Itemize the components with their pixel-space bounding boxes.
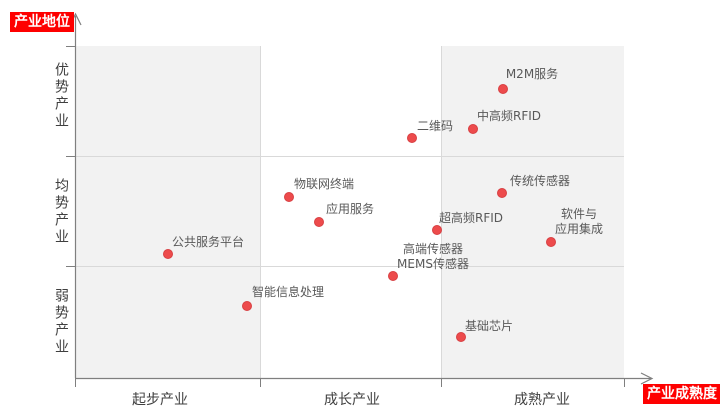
column-shade-start [76,46,260,378]
data-point-dot [456,332,466,342]
data-point-label: M2M服务 [505,67,559,81]
data-point-label: 物联网终端 [293,177,355,191]
data-point-label: 智能信息处理 [251,285,325,299]
data-point-label: 软件与 应用集成 [554,207,604,236]
data-point-dot [432,225,442,235]
y-axis-title-badge: 产业地位 [10,12,74,32]
data-point-dot [468,124,478,134]
x-axis-title-badge: 产业成熟度 [643,384,720,404]
data-point-label: 超高频RFID [438,211,504,225]
x-axis-col-label-2: 成熟产业 [514,392,570,408]
x-axis-col-label-0: 起步产业 [132,392,188,408]
data-point-label: 传统传感器 [509,174,571,188]
y-axis-row-label-0: 优势产业 [53,62,69,130]
y-axis-row-label-2: 弱势产业 [53,288,69,356]
y-axis-row-label-1: 均势产业 [53,178,69,246]
data-point-dot [498,84,508,94]
data-point-dot [242,301,252,311]
data-point-dot [497,188,507,198]
x-axis-arrow-icon [640,372,654,385]
data-point-dot [388,271,398,281]
data-point-dot [284,192,294,202]
data-point-label: 应用服务 [325,202,375,216]
data-point-dot [407,133,417,143]
data-point-label: 中高频RFID [476,109,542,123]
data-point-label: 公共服务平台 [171,235,245,249]
data-point-dot [163,249,173,259]
data-point-dot [314,217,324,227]
data-point-dot [546,237,556,247]
column-shade-mature [441,46,624,378]
data-point-label: 基础芯片 [464,319,514,333]
x-axis-col-label-1: 成长产业 [324,392,380,408]
data-point-label: 二维码 [416,119,454,133]
data-point-label: 高端传感器 MEMS传感器 [397,242,469,271]
